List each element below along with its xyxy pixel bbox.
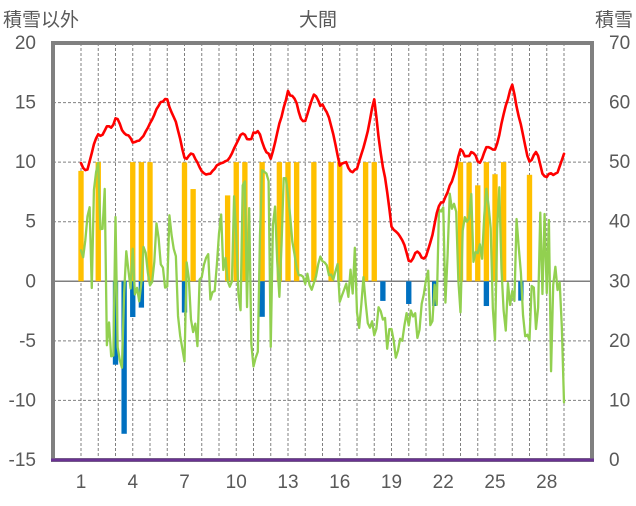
svg-text:5: 5 xyxy=(25,212,36,233)
svg-text:7: 7 xyxy=(179,472,190,493)
svg-text:10: 10 xyxy=(15,152,36,173)
svg-text:20: 20 xyxy=(15,33,36,54)
svg-text:70: 70 xyxy=(609,33,630,54)
svg-text:10: 10 xyxy=(609,390,630,411)
svg-text:4: 4 xyxy=(127,472,138,493)
svg-text:-15: -15 xyxy=(9,450,36,471)
svg-text:22: 22 xyxy=(433,472,454,493)
svg-text:60: 60 xyxy=(609,93,630,114)
svg-text:13: 13 xyxy=(277,472,298,493)
svg-text:16: 16 xyxy=(329,472,350,493)
svg-text:40: 40 xyxy=(609,212,630,233)
svg-text:20: 20 xyxy=(609,331,630,352)
svg-text:28: 28 xyxy=(536,472,557,493)
svg-text:19: 19 xyxy=(381,472,402,493)
svg-text:25: 25 xyxy=(484,472,505,493)
svg-text:-10: -10 xyxy=(9,390,36,411)
svg-text:0: 0 xyxy=(25,271,36,292)
svg-text:30: 30 xyxy=(609,271,630,292)
svg-text:10: 10 xyxy=(226,472,247,493)
svg-text:-5: -5 xyxy=(19,331,36,352)
svg-text:15: 15 xyxy=(15,93,36,114)
svg-text:1: 1 xyxy=(76,472,87,493)
svg-text:0: 0 xyxy=(609,450,620,471)
svg-text:50: 50 xyxy=(609,152,630,173)
